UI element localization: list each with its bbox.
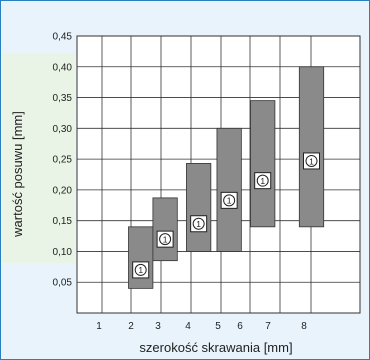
x-tick-label: 7	[265, 321, 271, 332]
x-tick-label: 8	[301, 321, 307, 332]
x-tick-label: 5	[215, 321, 221, 332]
y-tick-label: 0,15	[53, 216, 73, 227]
bars: 1 1 1 1 1 1	[128, 66, 325, 289]
range-bar	[250, 100, 276, 228]
y-tick-label: 0,30	[53, 124, 73, 135]
marker-circle	[159, 233, 172, 246]
y-tick-label: 0,35	[53, 93, 73, 104]
y-ticks: 0,05 0,10 0,15 0,20 0,25 0,30 0,35 0,40 0,45	[53, 32, 73, 289]
marker-circle	[192, 217, 205, 230]
marker-circle	[134, 263, 147, 276]
x-tick-label: 4	[185, 321, 191, 332]
marker-label: 1	[227, 196, 232, 206]
x-tick-label: 1	[96, 321, 102, 332]
y-axis-title: wartość posuwu [mm]	[10, 111, 25, 238]
marker-label: 1	[196, 219, 201, 229]
x-ticks: 1 2 3 4 5 6 7 8	[96, 321, 307, 332]
y-tick-label: 0,25	[53, 155, 73, 166]
marker-circle	[223, 194, 236, 207]
x-tick-label: 3	[155, 321, 161, 332]
x-axis-title: szerokość skrawania [mm]	[139, 340, 292, 355]
x-tick-label: 2	[128, 321, 134, 332]
y-tick-label: 0,10	[53, 247, 73, 258]
range-bar	[298, 66, 325, 228]
range-bar	[186, 163, 212, 252]
y-tick-label: 0,45	[53, 32, 73, 43]
marker-label: 1	[138, 265, 143, 275]
background-accent	[1, 53, 75, 263]
x-tick-label: 6	[237, 321, 243, 332]
marker-label: 1	[309, 156, 314, 166]
marker-label: 1	[163, 234, 168, 244]
range-bar	[216, 127, 242, 252]
marker-circle	[305, 154, 318, 167]
marker-label: 1	[260, 176, 265, 186]
y-tick-label: 0,20	[53, 185, 73, 196]
marker-circle	[256, 174, 269, 187]
range-bar	[152, 197, 178, 262]
y-tick-label: 0,05	[53, 278, 73, 289]
y-tick-label: 0,40	[53, 62, 73, 73]
range-bar	[128, 226, 154, 289]
